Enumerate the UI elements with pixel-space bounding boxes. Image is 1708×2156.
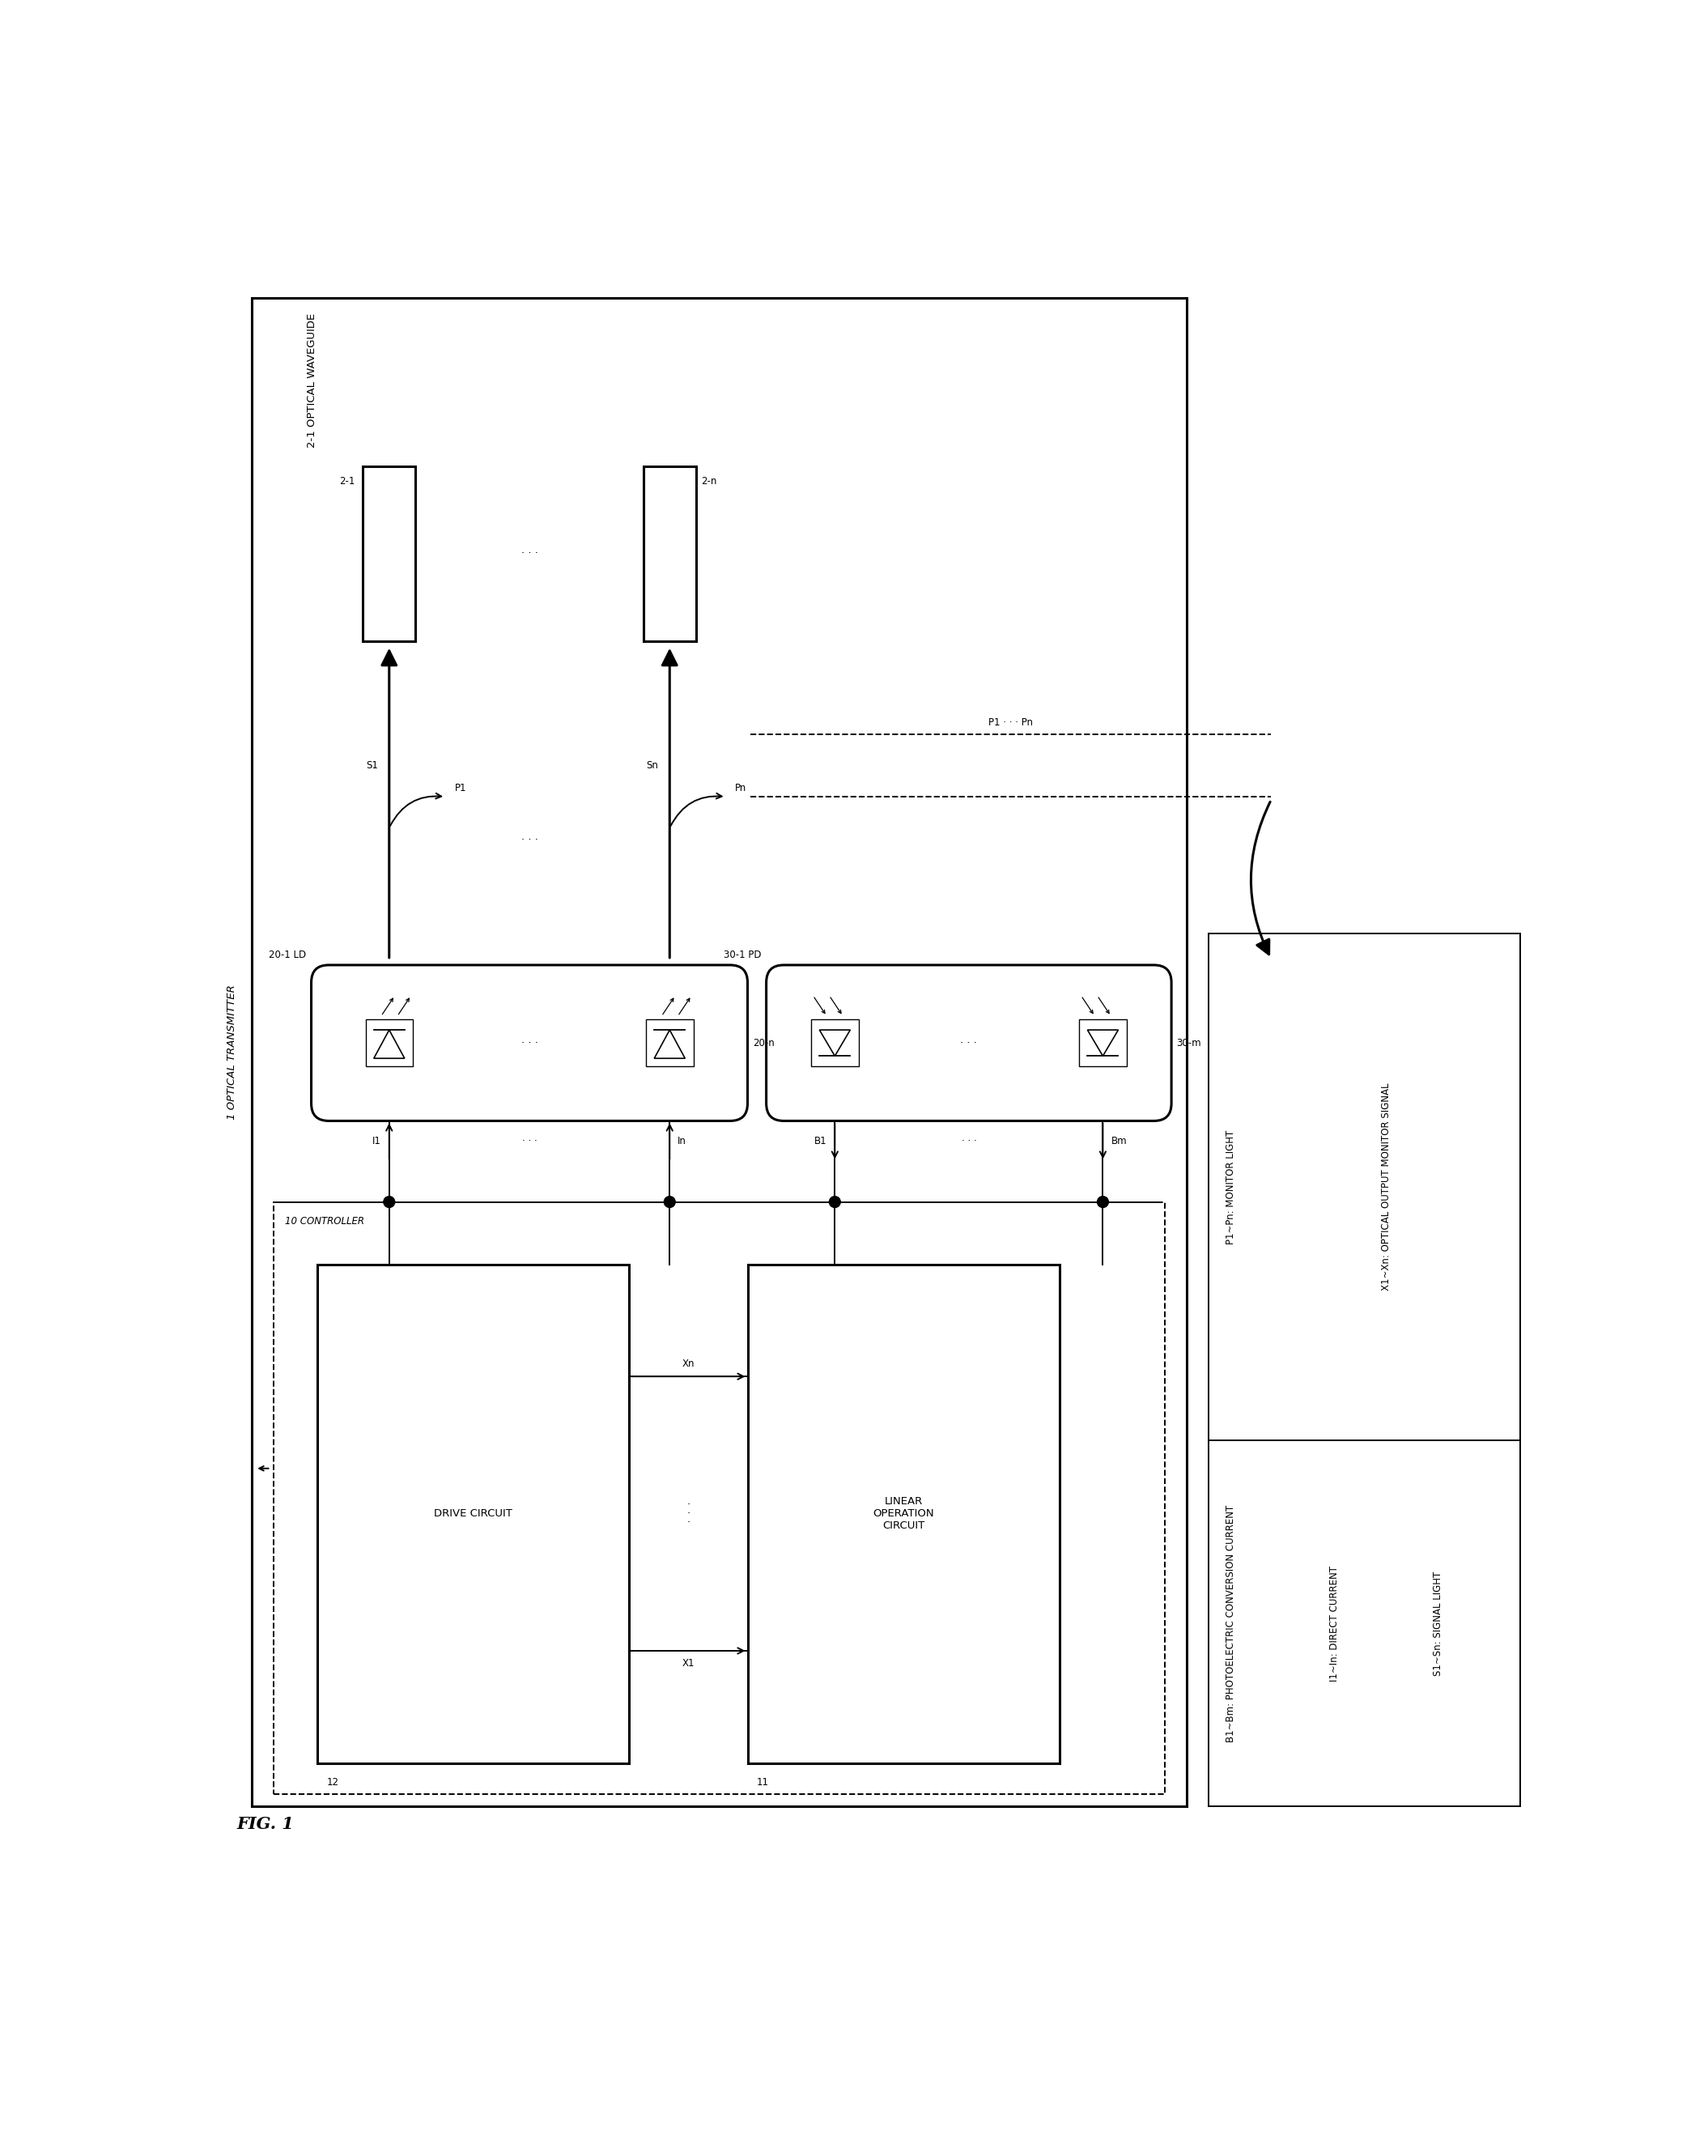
Circle shape — [828, 1197, 840, 1207]
Text: · · ·: · · · — [521, 548, 538, 558]
Circle shape — [384, 1197, 395, 1207]
Text: 1 OPTICAL TRANSMITTER: 1 OPTICAL TRANSMITTER — [227, 985, 237, 1119]
Bar — [811, 1020, 859, 1067]
Text: P1 · · · Pn: P1 · · · Pn — [989, 718, 1033, 729]
Bar — [362, 466, 415, 640]
Text: S1: S1 — [366, 761, 377, 772]
Text: I1: I1 — [372, 1136, 381, 1147]
Text: In: In — [678, 1136, 687, 1147]
Bar — [1209, 934, 1520, 1807]
Circle shape — [664, 1197, 675, 1207]
Text: · · ·: · · · — [521, 834, 538, 845]
Text: 20-n: 20-n — [753, 1037, 774, 1048]
Text: Pn: Pn — [734, 783, 746, 793]
Text: 30-1 PD: 30-1 PD — [724, 949, 762, 959]
Text: 2-1: 2-1 — [340, 476, 355, 487]
Text: P1~Pn: MONITOR LIGHT: P1~Pn: MONITOR LIGHT — [1225, 1130, 1237, 1244]
Bar — [253, 298, 1187, 1807]
Text: · · ·: · · · — [962, 1136, 977, 1147]
Text: Sn: Sn — [646, 761, 659, 772]
Bar — [366, 1020, 413, 1067]
FancyBboxPatch shape — [767, 966, 1172, 1121]
Text: 2-n: 2-n — [702, 476, 717, 487]
Bar — [644, 466, 697, 640]
Text: 10 CONTROLLER: 10 CONTROLLER — [285, 1216, 364, 1227]
Text: S1~Sn: SIGNAL LIGHT: S1~Sn: SIGNAL LIGHT — [1433, 1572, 1443, 1675]
Text: · · ·: · · · — [960, 1037, 977, 1048]
Bar — [1079, 1020, 1127, 1067]
Text: I1~In: DIRECT CURRENT: I1~In: DIRECT CURRENT — [1329, 1565, 1339, 1682]
Text: X1: X1 — [681, 1658, 695, 1669]
Text: · · ·: · · · — [521, 1037, 538, 1048]
Text: X1~Xn: OPTICAL OUTPUT MONITOR SIGNAL: X1~Xn: OPTICAL OUTPUT MONITOR SIGNAL — [1382, 1082, 1392, 1291]
Text: LINEAR
OPERATION
CIRCUIT: LINEAR OPERATION CIRCUIT — [873, 1496, 934, 1531]
Text: Bm: Bm — [1110, 1136, 1127, 1147]
Text: 30-m: 30-m — [1177, 1037, 1201, 1048]
Text: ·
·
·: · · · — [687, 1498, 690, 1529]
Bar — [273, 1201, 1165, 1794]
Text: P1: P1 — [454, 783, 466, 793]
Bar — [646, 1020, 693, 1067]
Text: B1~Bm: PHOTOELECTRIC CONVERSION CURRENT: B1~Bm: PHOTOELECTRIC CONVERSION CURRENT — [1225, 1505, 1237, 1742]
Text: 20-1 LD: 20-1 LD — [268, 949, 306, 959]
Text: · · ·: · · · — [523, 1136, 536, 1147]
Text: B1: B1 — [815, 1136, 827, 1147]
Text: 12: 12 — [326, 1777, 338, 1787]
Text: Xn: Xn — [681, 1358, 695, 1369]
Circle shape — [1097, 1197, 1108, 1207]
FancyBboxPatch shape — [311, 966, 748, 1121]
Text: DRIVE CIRCUIT: DRIVE CIRCUIT — [434, 1509, 512, 1518]
Bar — [318, 1263, 629, 1764]
Text: 11: 11 — [757, 1777, 769, 1787]
Text: 2-1 OPTICAL WAVEGUIDE: 2-1 OPTICAL WAVEGUIDE — [307, 313, 318, 448]
Bar — [748, 1263, 1059, 1764]
Text: FIG. 1: FIG. 1 — [236, 1815, 294, 1833]
